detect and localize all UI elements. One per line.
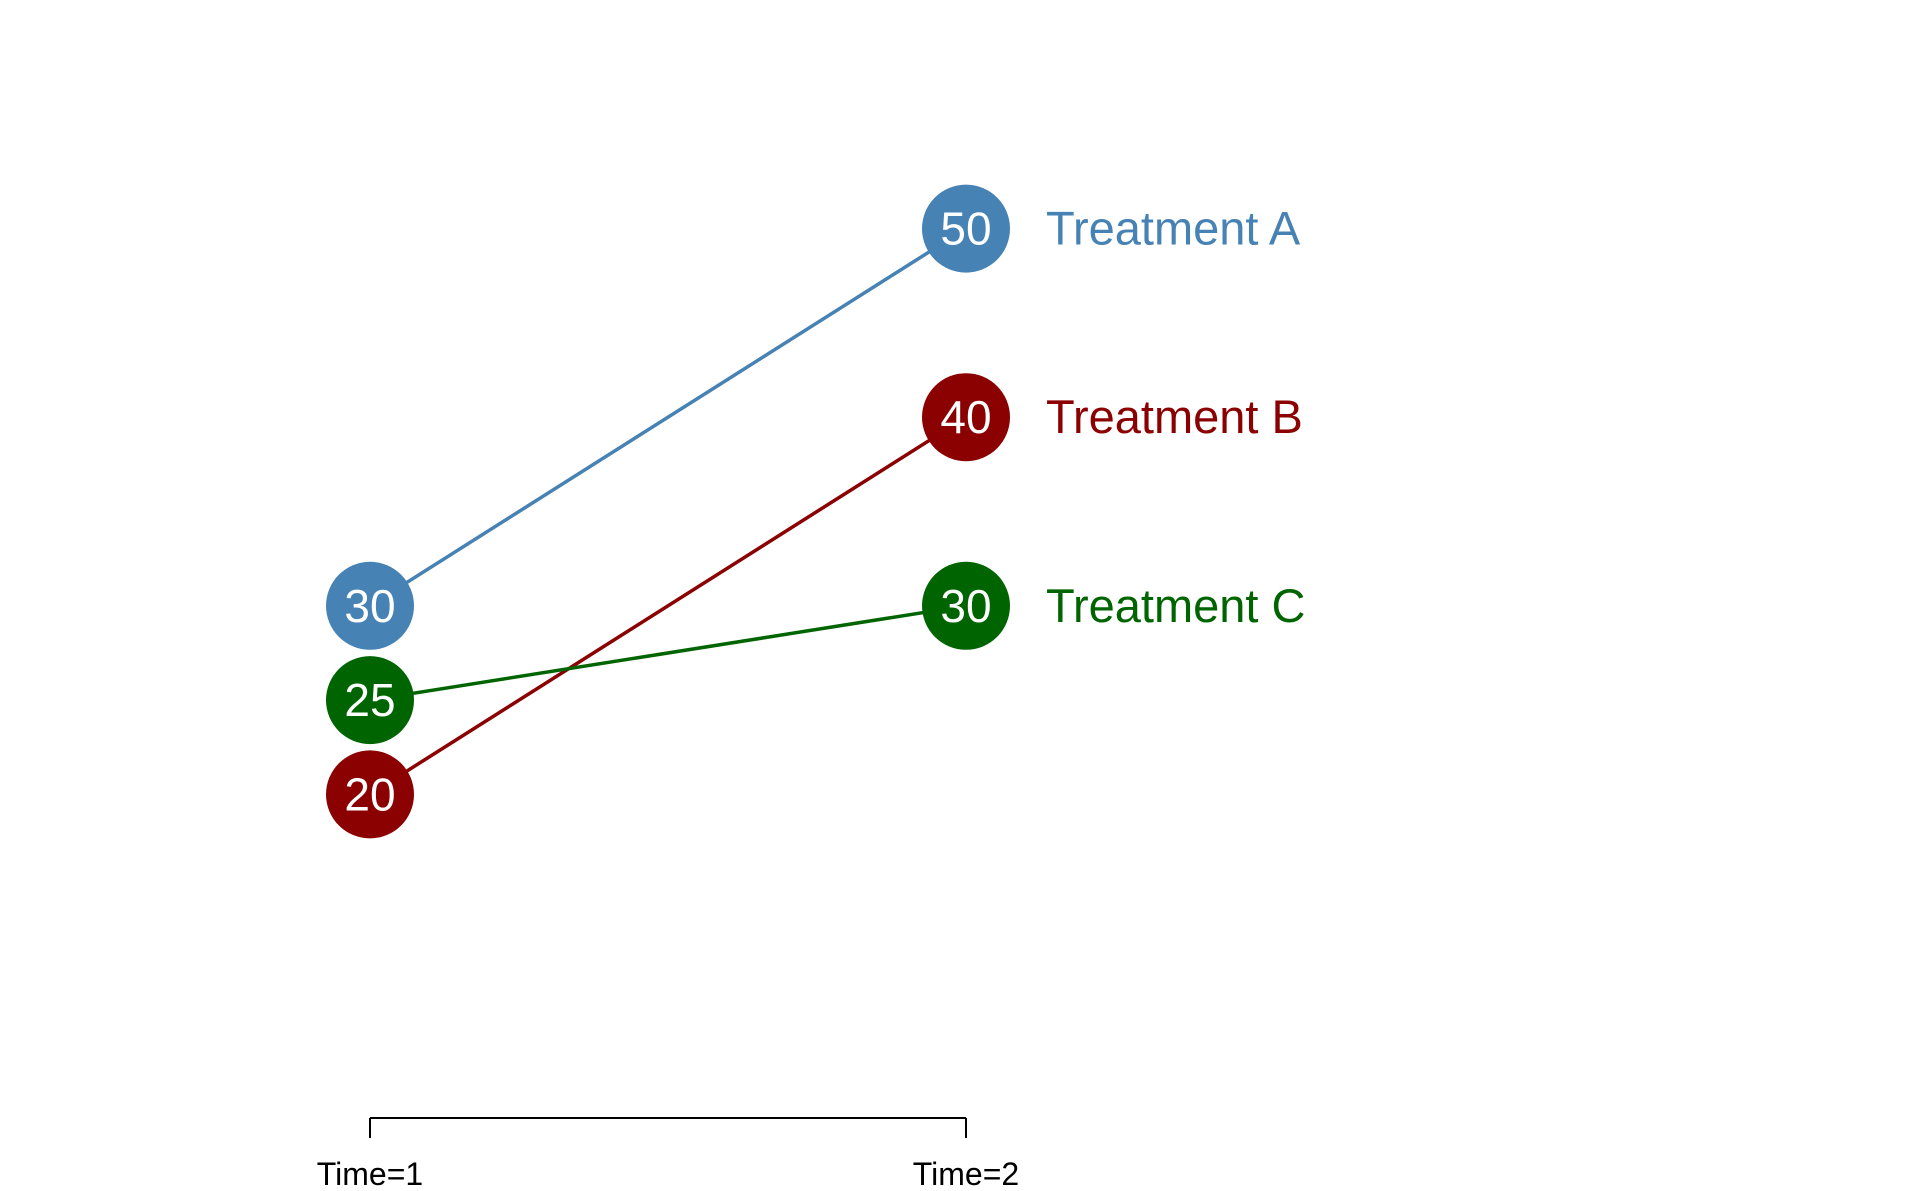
series-line-treatment-a [368, 226, 968, 608]
series-line-treatment-b [368, 415, 968, 797]
data-point-treatment-c-t1 [326, 656, 414, 745]
x-tick-label-2: Time=2 [913, 1156, 1019, 1186]
data-label-treatment-b-t1: 20 [344, 768, 395, 820]
data-point-treatment-b-t2 [922, 373, 1010, 462]
data-label-treatment-a-t1: 30 [344, 580, 395, 632]
x-axis: Time=1 Time=2 [317, 1117, 1019, 1191]
series-label-treatment-c: Treatment C [1046, 579, 1305, 632]
series-label-treatment-a: Treatment A [1046, 202, 1301, 255]
series-line-treatment-c [368, 604, 968, 702]
x-tick-label-1: Time=1 [317, 1156, 423, 1186]
series-label-treatment-b: Treatment B [1046, 390, 1303, 443]
data-point-treatment-c-t2 [922, 561, 1010, 650]
data-label-treatment-b-t2: 40 [940, 391, 991, 443]
data-point-treatment-a-t2 [922, 184, 1010, 273]
series-layer: 30 50 Treatment A 20 40 Treatment B 25 30 Treatm… [326, 184, 1305, 839]
data-label-treatment-a-t2: 50 [940, 203, 991, 255]
data-point-treatment-a-t1 [326, 561, 414, 650]
data-label-treatment-c-t2: 30 [940, 580, 991, 632]
data-label-treatment-c-t1: 25 [344, 674, 395, 726]
data-point-treatment-b-t1 [326, 750, 414, 839]
